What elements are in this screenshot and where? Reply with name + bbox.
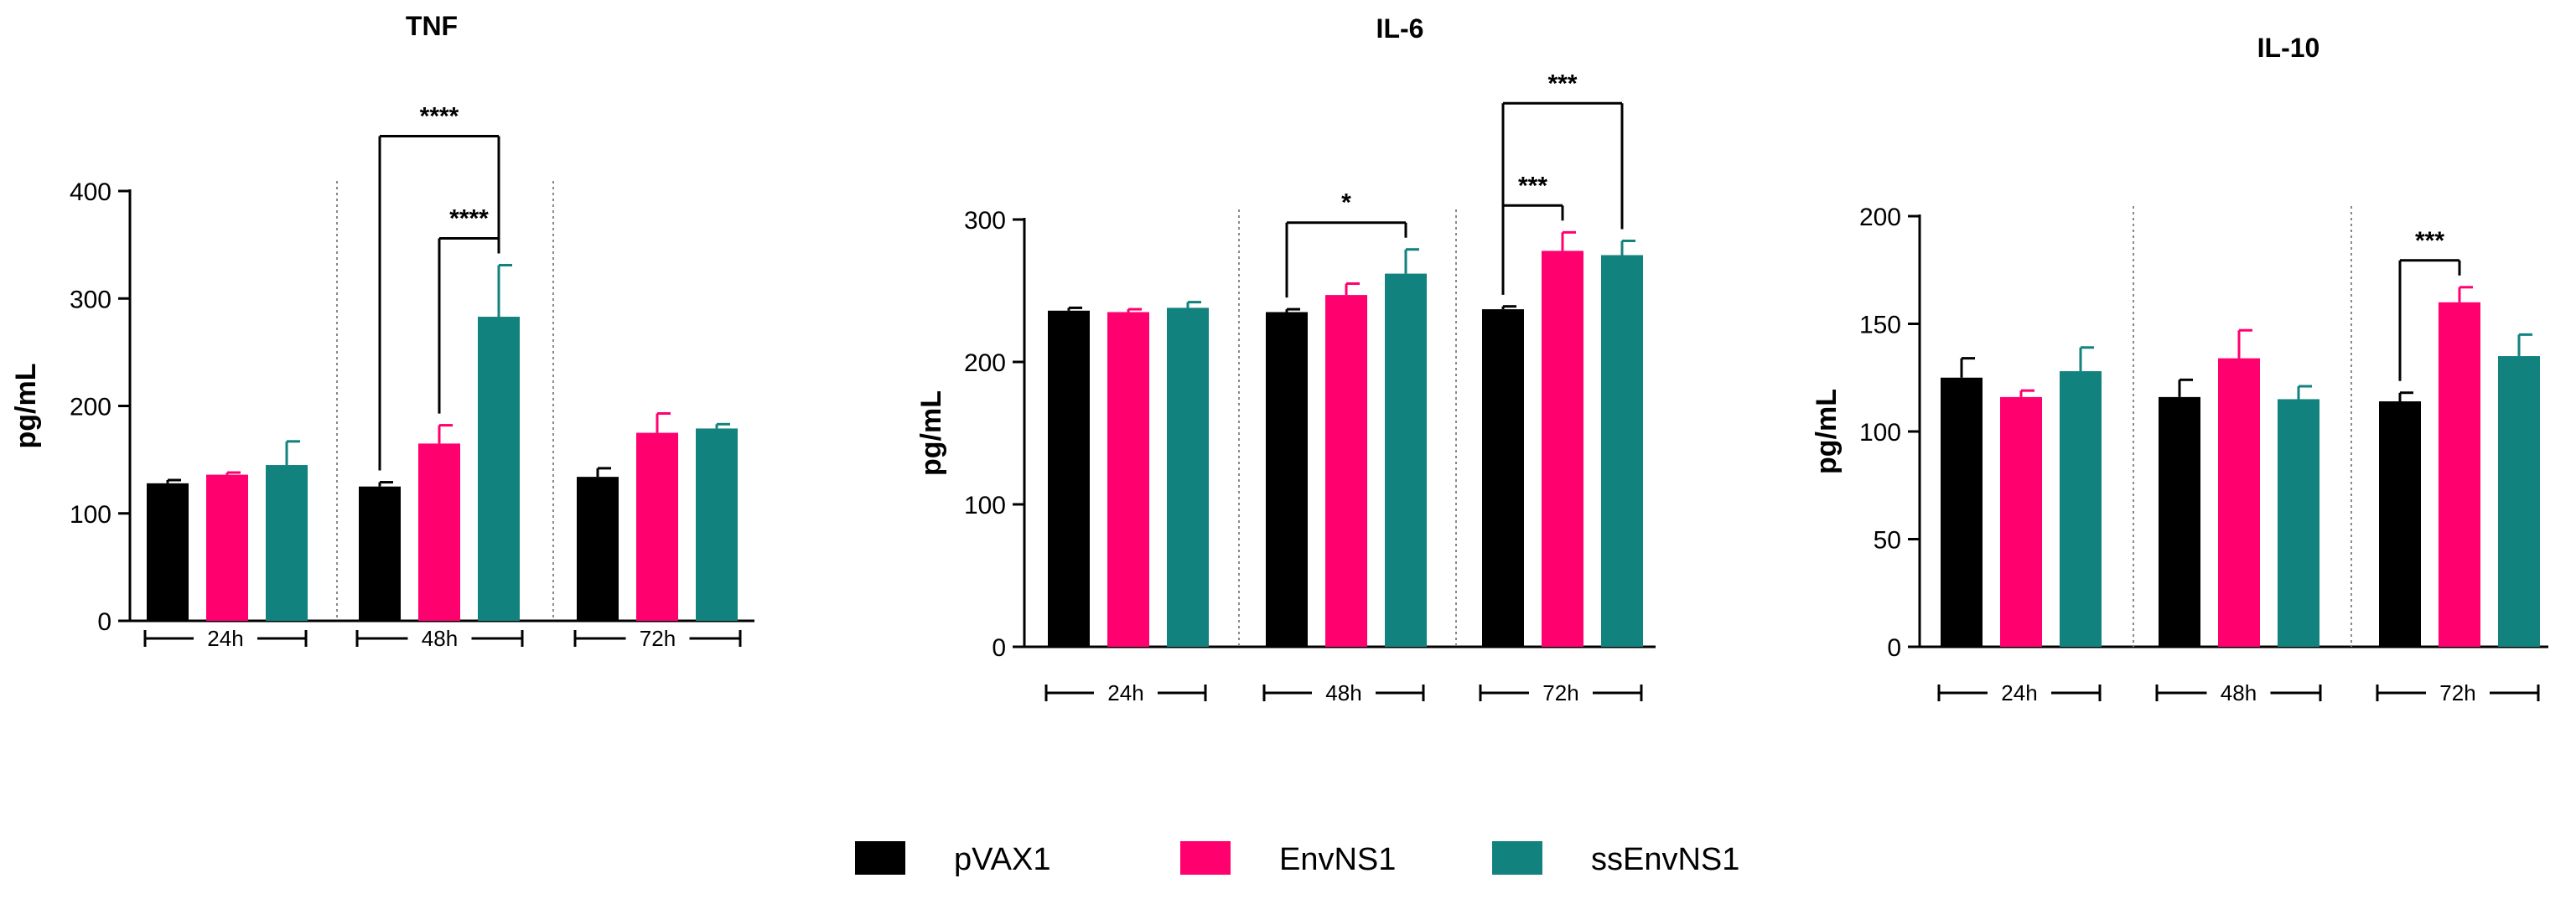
category-label: 72h	[640, 626, 676, 651]
y-tick-label: 200	[964, 349, 1006, 377]
bar-pvax1-48h	[1266, 312, 1308, 647]
legend-label: pVAX1	[954, 842, 1050, 877]
bar-envns1-48h	[2218, 358, 2260, 647]
y-axis-label: pg/mL	[10, 364, 42, 449]
bar-pvax1-24h	[1941, 377, 1983, 647]
y-tick-label: 300	[964, 207, 1006, 235]
category-label: 24h	[2001, 680, 2037, 705]
y-tick-label: 50	[1874, 527, 1901, 555]
y-tick-label: 0	[97, 608, 111, 636]
bar-ssenvns1-24h	[1167, 307, 1209, 647]
significance-label: *	[1341, 189, 1351, 217]
chart-title: TNF	[406, 11, 458, 41]
bar-pvax1-24h	[147, 483, 189, 621]
category-label: 72h	[1542, 680, 1578, 705]
bar-ssenvns1-48h	[478, 317, 520, 621]
y-tick-label: 100	[964, 492, 1006, 519]
category-label: 48h	[2221, 680, 2257, 705]
y-tick-label: 0	[1887, 634, 1901, 662]
category-label: 24h	[207, 626, 243, 651]
bar-pvax1-72h	[577, 477, 619, 621]
bar-envns1-24h	[1107, 312, 1149, 647]
bar-pvax1-48h	[2159, 396, 2200, 647]
legend-swatch	[1180, 841, 1231, 875]
bar-ssenvns1-72h	[2498, 356, 2540, 647]
y-tick-label: 100	[1859, 419, 1901, 447]
y-tick-label: 300	[70, 286, 111, 313]
legend: pVAX1 EnvNS1 ssEnvNS1	[855, 841, 1739, 877]
bar-pvax1-72h	[2379, 401, 2421, 647]
bar-ssenvns1-24h	[2060, 371, 2102, 647]
y-tick-label: 0	[992, 634, 1006, 662]
bar-pvax1-24h	[1048, 310, 1090, 647]
significance-label: ***	[2415, 227, 2444, 255]
significance-label: ***	[1518, 172, 1547, 199]
chart-title: IL-6	[1376, 13, 1424, 44]
bar-ssenvns1-72h	[696, 428, 738, 621]
category-label: 24h	[1107, 680, 1143, 705]
y-tick-label: 100	[70, 501, 111, 529]
significance-label: ***	[1547, 70, 1577, 97]
bar-envns1-48h	[418, 443, 460, 621]
legend-item-ssenvns1: ssEnvNS1	[1492, 841, 1739, 877]
legend-label: EnvNS1	[1279, 842, 1396, 877]
y-tick-label: 200	[70, 394, 111, 421]
category-label: 48h	[422, 626, 458, 651]
y-axis-label: pg/mL	[1811, 389, 1843, 474]
legend-swatch	[1492, 841, 1542, 875]
significance-label: ****	[449, 204, 489, 232]
legend-label: ssEnvNS1	[1591, 842, 1739, 877]
bar-pvax1-48h	[359, 486, 401, 621]
bar-envns1-72h	[636, 432, 678, 621]
category-label: 72h	[2439, 680, 2475, 705]
bar-ssenvns1-72h	[1601, 255, 1643, 647]
bar-pvax1-72h	[1482, 309, 1524, 647]
chart-title: IL-10	[2257, 33, 2320, 63]
y-tick-label: 200	[1859, 204, 1901, 231]
bar-envns1-72h	[1542, 251, 1583, 647]
legend-item-envns1: EnvNS1	[1180, 841, 1396, 877]
bar-envns1-24h	[206, 474, 248, 621]
y-tick-label: 400	[70, 178, 111, 206]
bar-ssenvns1-24h	[266, 465, 308, 621]
y-tick-label: 150	[1859, 312, 1901, 339]
bar-envns1-48h	[1325, 295, 1367, 647]
bar-envns1-24h	[2000, 396, 2042, 647]
chart-panel-il-10: IL-10 0 50 100 150 200 pg/mL 24h 48h 72h ***	[1811, 33, 2548, 705]
legend-swatch	[855, 841, 905, 875]
bar-ssenvns1-48h	[1385, 273, 1427, 647]
y-axis-label: pg/mL	[915, 390, 947, 476]
category-label: 48h	[1325, 680, 1361, 705]
bar-ssenvns1-48h	[2278, 399, 2319, 647]
significance-label: ****	[420, 102, 459, 130]
legend-item-pvax1: pVAX1	[855, 841, 1050, 877]
bar-envns1-72h	[2439, 302, 2480, 647]
chart-panel-tnf: TNF 0 100 200 300 400 pg/mL 24h 48h 72h **** ****	[10, 11, 754, 651]
